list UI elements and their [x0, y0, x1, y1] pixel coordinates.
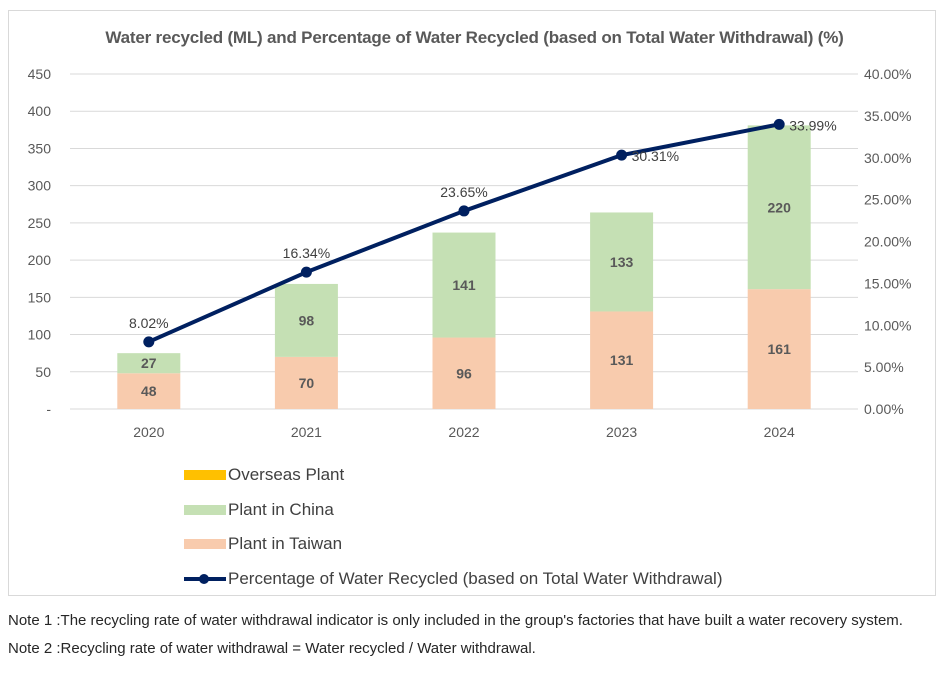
- line-marker: [773, 118, 785, 130]
- line-marker: [458, 205, 470, 217]
- line-value-label: 16.34%: [283, 245, 330, 261]
- line-value-label: 30.31%: [632, 148, 679, 164]
- line-marker: [143, 336, 155, 348]
- bar-value-label: 220: [768, 199, 792, 215]
- bars: [117, 125, 811, 409]
- category-labels: 2020 2021 2022 2023 2024: [133, 424, 795, 440]
- bar-segment: [432, 232, 496, 338]
- note-prefix: Note 2 :: [8, 640, 61, 657]
- legend-item-overseas[interactable]: Overseas Plant: [184, 458, 722, 493]
- legend: Overseas Plant Plant in China Plant in T…: [184, 458, 722, 596]
- bar-segment: [274, 356, 338, 409]
- legend-item-china[interactable]: Plant in China: [184, 493, 722, 528]
- bar-value-label: 133: [610, 254, 634, 270]
- y-tick-label: 450: [28, 66, 52, 82]
- chart-plot: - 50 100 150 200 250 300 350 400 450 0.00% 5.00% 10…: [28, 66, 912, 440]
- x-category-label: 2020: [133, 424, 164, 440]
- line-value-label: 23.65%: [440, 184, 487, 200]
- y-tick-label: 100: [28, 327, 52, 343]
- line-marker: [300, 266, 312, 278]
- y-tick-label: -: [46, 401, 51, 417]
- legend-line-marker-icon: [184, 573, 226, 585]
- bar-value-label: 98: [299, 312, 315, 328]
- y-tick-label: 350: [28, 140, 52, 156]
- note-2: Note 2 : Recycling rate of water withdra…: [8, 638, 943, 660]
- bar-value-label: 70: [299, 375, 315, 391]
- bar-value-label: 141: [452, 277, 476, 293]
- note-text: The recycling rate of water withdrawal i…: [60, 612, 903, 629]
- notes: Note 1 : The recycling rate of water wit…: [8, 610, 943, 666]
- y2-tick-label: 25.00%: [864, 192, 911, 208]
- bar-value-label: 96: [456, 365, 472, 381]
- bar-segment: [747, 289, 811, 409]
- legend-label: Percentage of Water Recycled (based on T…: [228, 568, 723, 588]
- y2-tick-label: 35.00%: [864, 108, 911, 124]
- y-tick-label: 400: [28, 103, 52, 119]
- bar-segment: [274, 283, 338, 357]
- note-text: Recycling rate of water withdrawal = Wat…: [60, 640, 536, 657]
- y2-tick-label: 40.00%: [864, 66, 911, 82]
- bar-segment: [590, 311, 654, 409]
- bar-value-label: 161: [768, 341, 792, 357]
- y2-tick-label: 10.00%: [864, 317, 911, 333]
- percentage-line: [143, 118, 785, 348]
- legend-label: Plant in China: [228, 499, 334, 519]
- y-tick-label: 50: [35, 364, 51, 380]
- note-prefix: Note 1 :: [8, 612, 61, 629]
- line-value-label: 33.99%: [789, 117, 836, 133]
- bar-value-label: 48: [141, 383, 157, 399]
- legend-swatch-overseas: [184, 470, 226, 481]
- y-tick-label: 300: [28, 178, 52, 194]
- legend-swatch-taiwan: [184, 539, 226, 550]
- chart-title: Water recycled (ML) and Percentage of Wa…: [105, 28, 844, 47]
- y-tick-label: 200: [28, 252, 52, 268]
- bar-segment: [432, 337, 496, 409]
- x-category-label: 2021: [291, 424, 322, 440]
- y2-tick-label: 0.00%: [864, 401, 904, 417]
- y-tick-label: 250: [28, 215, 52, 231]
- x-category-label: 2022: [448, 424, 479, 440]
- y2-tick-label: 20.00%: [864, 234, 911, 250]
- y2-tick-label: 5.00%: [864, 359, 904, 375]
- bar-value-label: 131: [610, 352, 634, 368]
- percentage-labels: 8.02% 16.34% 23.65% 30.31% 33.99%: [129, 117, 837, 330]
- x-category-label: 2023: [606, 424, 637, 440]
- bar-segment: [590, 212, 654, 312]
- y2-tick-label: 30.00%: [864, 150, 911, 166]
- legend-label: Overseas Plant: [228, 465, 345, 485]
- line-value-label: 8.02%: [129, 315, 169, 331]
- bar-segment: [117, 353, 181, 374]
- bar-segment: [117, 373, 181, 409]
- x-category-label: 2024: [764, 424, 795, 440]
- note-1: Note 1 : The recycling rate of water wit…: [8, 610, 943, 632]
- left-axis-ticks: - 50 100 150 200 250 300 350 400 450: [28, 66, 52, 417]
- legend-item-taiwan[interactable]: Plant in Taiwan: [184, 527, 722, 562]
- bar-segment: [747, 125, 811, 290]
- bar-labels: 48 27 70 98 96 141 131 133 161 220: [141, 199, 791, 399]
- right-axis-ticks: 0.00% 5.00% 10.00% 15.00% 20.00% 25.00% 30.00%…: [864, 66, 911, 417]
- legend-label: Plant in Taiwan: [228, 534, 343, 554]
- bar-value-label: 27: [141, 355, 157, 371]
- y-tick-label: 150: [28, 289, 52, 305]
- y2-tick-label: 15.00%: [864, 275, 911, 291]
- legend-swatch-china: [184, 504, 226, 515]
- legend-item-percentage[interactable]: Percentage of Water Recycled (based on T…: [184, 562, 722, 597]
- line-marker: [616, 149, 628, 161]
